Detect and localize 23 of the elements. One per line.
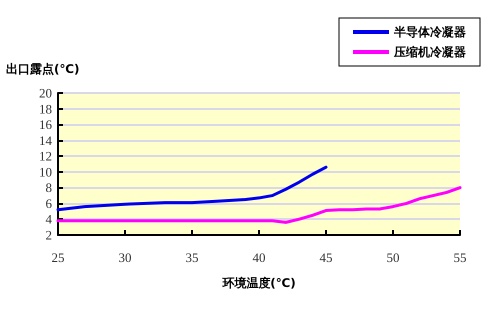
x-tick-label: 30 — [118, 250, 132, 265]
y-tick-label: 8 — [46, 180, 52, 196]
x-tick-label: 55 — [454, 250, 466, 265]
y-tick-label: 4 — [46, 212, 52, 227]
y-axis-title: 出口露点(℃) — [6, 62, 80, 76]
x-tick-label: 50 — [386, 250, 400, 265]
x-tick-label: 40 — [252, 250, 266, 265]
y-tick-label: 6 — [46, 196, 52, 211]
y-tick-label: 10 — [39, 164, 52, 180]
line-series — [56, 166, 328, 212]
line-series — [56, 186, 462, 224]
x-axis-title: 环境温度(℃) — [221, 276, 296, 290]
y-tick-label: 18 — [39, 101, 52, 116]
y-tick-label: 20 — [39, 86, 52, 100]
legend-label: 半导体冷凝器 — [393, 25, 466, 39]
y-tick-label: 2 — [46, 228, 52, 242]
y-tick-label: 16 — [39, 117, 52, 132]
y-tick-label: 12 — [39, 148, 52, 164]
legend-label: 压缩机冷凝器 — [393, 45, 466, 59]
y-tick-label: 14 — [39, 132, 52, 148]
x-tick-label: 25 — [52, 250, 64, 265]
x-tick-label: 45 — [320, 250, 332, 265]
x-tick-label: 35 — [186, 250, 198, 265]
